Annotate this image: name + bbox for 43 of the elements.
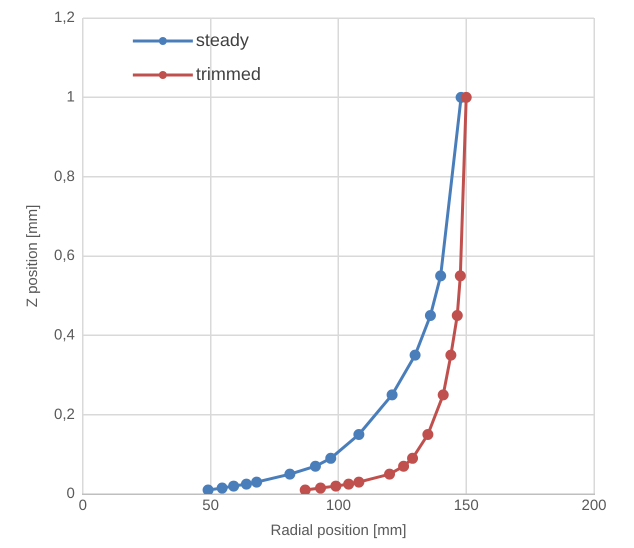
point <box>398 460 410 472</box>
point <box>325 452 336 464</box>
x-tick-label: 150 <box>454 497 479 514</box>
x-tick-label: 0 <box>78 497 88 514</box>
x-axis-title: Radial position [mm] <box>270 522 406 540</box>
y-tick-label: 0,4 <box>54 326 75 344</box>
point <box>202 484 214 494</box>
point <box>438 389 449 400</box>
legend-label: steady <box>196 30 249 50</box>
point <box>460 92 472 103</box>
x-tick-label: 200 <box>581 497 607 514</box>
y-tick-label: 0 <box>66 485 75 502</box>
legend-label: trimmed <box>196 64 261 84</box>
point <box>407 452 418 464</box>
point <box>386 389 398 400</box>
point <box>422 429 434 440</box>
x-tick-label: 100 <box>326 497 351 514</box>
point <box>310 460 321 472</box>
y-tick-label: 0,8 <box>54 168 75 185</box>
y-tick-label: 1,2 <box>54 9 75 26</box>
point <box>435 270 446 282</box>
point <box>384 468 396 480</box>
point <box>424 310 436 321</box>
point <box>228 480 240 492</box>
point <box>454 270 466 282</box>
point <box>445 350 456 361</box>
y-tick-label: 0,6 <box>54 247 75 264</box>
point <box>251 476 262 488</box>
x-tick-label: 50 <box>202 497 219 514</box>
y-axis-title: Z position [mm] <box>24 204 42 308</box>
y-tick-label: 0,2 <box>54 406 75 423</box>
point <box>300 484 311 494</box>
point <box>240 478 252 490</box>
point <box>315 482 326 494</box>
point <box>284 468 296 480</box>
point <box>343 478 354 490</box>
y-tick-label: 1 <box>66 88 75 106</box>
point <box>216 482 228 494</box>
point <box>330 480 342 492</box>
point <box>410 350 421 361</box>
point <box>353 429 364 440</box>
point <box>452 310 463 321</box>
point <box>353 476 364 488</box>
